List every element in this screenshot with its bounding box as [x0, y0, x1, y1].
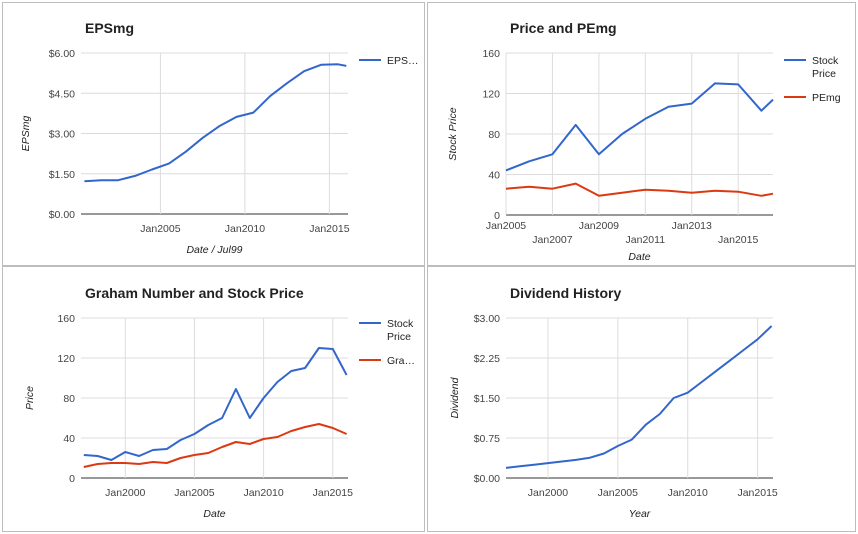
- y-tick-label: $0.75: [474, 433, 500, 445]
- series-line-0: [83, 347, 348, 461]
- y-tick-label: $4.50: [49, 88, 75, 100]
- x-tick-label: Jan2000: [528, 487, 568, 499]
- y-tick-label: $6.00: [49, 48, 75, 60]
- y-tick-label: 120: [482, 89, 500, 101]
- y-tick-label: $0.00: [49, 209, 75, 221]
- x-tick-label: Jan2010: [225, 223, 265, 235]
- chart-title: Price and PEmg: [510, 20, 617, 36]
- x-tick-label: Jan2015: [313, 487, 353, 499]
- series-line-0: [84, 63, 347, 183]
- legend-label: Stock Price: [387, 318, 414, 343]
- y-tick-label: 120: [57, 353, 75, 365]
- x-tick-label: Jan2013: [672, 220, 712, 232]
- y-tick-label: 0: [494, 210, 500, 222]
- y-axis-label: Stock Price: [447, 107, 459, 160]
- chart-svg: EPSmg $0.00 $1.50 $3.00 $4.50 $6.00 Jan2005 Jan…: [20, 20, 419, 256]
- chart-svg: Graham Number and Stock Price 0 40 80 120 160…: [24, 285, 415, 520]
- y-tick-label: 160: [57, 313, 75, 325]
- x-tick-label: Jan2015: [309, 223, 349, 235]
- chart-title: EPSmg: [85, 20, 134, 36]
- x-tick-label: Jan2015: [737, 487, 777, 499]
- x-tick-label: Jan2005: [598, 487, 638, 499]
- y-tick-label: 80: [63, 393, 75, 405]
- legend-label: PEmg: [812, 92, 841, 104]
- x-axis-label: Date: [203, 508, 225, 520]
- chart-svg: Price and PEmg 0 40 80 120 160 Jan2005 Jan2007 J…: [447, 20, 841, 263]
- chart-panel-price-pemg: Price and PEmg 0 40 80 120 160 Jan2005 Jan2007 J…: [427, 2, 856, 266]
- chart-panel-dividend-history: Dividend History $0.00 $0.75 $1.50 $2.25 $3.0…: [427, 266, 856, 532]
- y-tick-label: 80: [488, 129, 500, 141]
- legend-label: Stock Price: [812, 55, 839, 80]
- legend-label: Gra…: [387, 355, 415, 367]
- series-line-0: [505, 325, 773, 469]
- x-tick-label: Jan2005: [486, 220, 526, 232]
- series-line-0: [505, 82, 774, 172]
- x-tick-label: Jan2011: [626, 234, 666, 246]
- legend-label: EPS…: [387, 55, 419, 67]
- y-tick-label: $3.00: [474, 313, 500, 325]
- x-tick-label: Jan2010: [243, 487, 283, 499]
- chart-svg: Dividend History $0.00 $0.75 $1.50 $2.25 $3.0…: [449, 285, 778, 520]
- y-tick-label: 160: [482, 48, 500, 60]
- y-tick-label: 40: [488, 170, 500, 182]
- y-axis-label: Price: [24, 386, 36, 410]
- x-tick-label: Jan2005: [174, 487, 214, 499]
- y-tick-label: $3.00: [49, 129, 75, 141]
- y-tick-label: $1.50: [49, 169, 75, 181]
- y-tick-label: $1.50: [474, 393, 500, 405]
- chart-panel-graham-price: Graham Number and Stock Price 0 40 80 120 160…: [2, 266, 425, 532]
- x-tick-label: Jan2005: [140, 223, 180, 235]
- y-tick-label: 0: [69, 473, 75, 485]
- chart-title: Graham Number and Stock Price: [85, 285, 304, 301]
- chart-panel-epsmg: EPSmg $0.00 $1.50 $3.00 $4.50 $6.00 Jan2005 Jan…: [2, 2, 425, 266]
- y-axis-label: EPSmg: [20, 116, 32, 152]
- series-line-1: [505, 182, 774, 197]
- x-tick-label: Jan2009: [579, 220, 619, 232]
- x-tick-label: Jan2010: [668, 487, 708, 499]
- chart-title: Dividend History: [510, 285, 621, 301]
- x-axis-label: Date / Jul99: [186, 244, 242, 256]
- x-axis-label: Date: [628, 251, 650, 263]
- y-tick-label: 40: [63, 433, 75, 445]
- x-tick-label: Jan2015: [718, 234, 758, 246]
- y-tick-label: $0.00: [474, 473, 500, 485]
- x-tick-label: Jan2007: [532, 234, 572, 246]
- y-tick-label: $2.25: [474, 353, 500, 365]
- y-axis-label: Dividend: [449, 376, 461, 418]
- series-line-1: [83, 423, 347, 468]
- x-tick-label: Jan2000: [105, 487, 145, 499]
- x-axis-label: Year: [629, 508, 651, 520]
